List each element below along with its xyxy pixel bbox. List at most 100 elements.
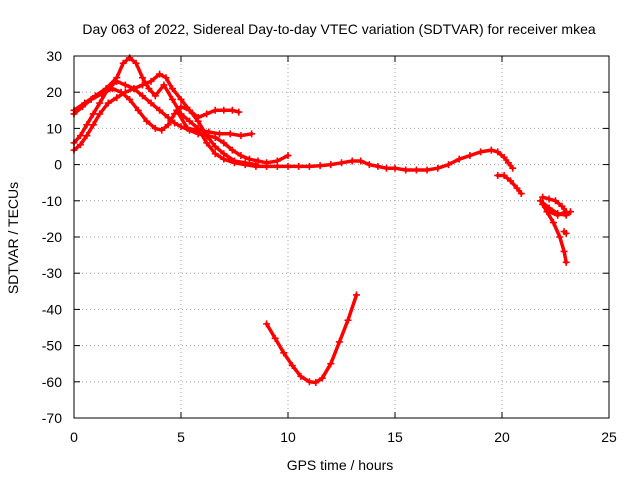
series-arc-9 [537, 197, 574, 219]
data-point [220, 106, 228, 114]
data-point [126, 95, 134, 103]
data-point [562, 211, 570, 219]
data-point [205, 128, 213, 136]
data-point [295, 162, 303, 170]
data-point [235, 108, 243, 116]
data-point [104, 85, 112, 93]
data-point [168, 95, 176, 103]
data-point [83, 121, 91, 129]
data-point [245, 155, 253, 163]
data-point [494, 171, 502, 179]
data-point [445, 161, 452, 169]
data-point [554, 209, 562, 217]
data-point [500, 171, 508, 179]
x-tick-label: 25 [601, 429, 617, 445]
data-point [423, 166, 431, 174]
y-tick-labels: -70 -60 -50 -40 -30 -20 -10 0 10 20 30 [42, 48, 62, 426]
series-arc-4 [70, 70, 243, 154]
data-point [147, 77, 155, 85]
data-point [318, 374, 326, 382]
data-point [158, 126, 166, 134]
data-point [305, 162, 313, 170]
series-arc-3 [70, 77, 292, 167]
series-arc-5 [173, 106, 256, 140]
data-point [357, 157, 365, 165]
data-point [138, 74, 146, 82]
data-point [327, 161, 335, 169]
data-point [151, 92, 159, 100]
x-axis-label: GPS time / hours [287, 457, 394, 473]
plot-frame [73, 55, 610, 419]
data-point [194, 114, 202, 122]
data-point [352, 291, 360, 299]
y-tick-label: -60 [42, 374, 62, 390]
series-arc-8 [539, 193, 570, 266]
data-point [216, 130, 224, 138]
y-axis-label: SDTVAR / TECUs [5, 182, 21, 294]
data-point [173, 106, 181, 114]
data-point [79, 103, 87, 111]
y-tick-label: -70 [42, 410, 62, 426]
data-point [263, 320, 271, 328]
data-point [203, 110, 211, 118]
data-point [335, 338, 343, 346]
grid [74, 56, 609, 418]
data-point [228, 146, 236, 154]
data-point [509, 164, 517, 172]
data-point [156, 106, 164, 114]
data-point [231, 157, 238, 165]
series-line [72, 72, 241, 152]
data-point [113, 94, 121, 102]
x-tick-label: 0 [70, 429, 78, 445]
data-point [211, 150, 219, 158]
data-point [566, 208, 574, 216]
data-point [297, 372, 305, 380]
series-arc-10 [560, 228, 570, 237]
data-point [284, 152, 292, 160]
data-point [549, 219, 557, 227]
data-point [545, 195, 553, 203]
data-point [391, 164, 399, 172]
data-point [237, 132, 245, 140]
x-tick-label: 5 [177, 429, 185, 445]
data-point [365, 161, 373, 169]
data-point [312, 379, 320, 387]
data-point [121, 81, 129, 89]
x-tick-label: 10 [280, 429, 296, 445]
data-point [145, 85, 153, 93]
data-point [211, 143, 219, 150]
data-point [138, 92, 146, 100]
data-point [241, 159, 249, 167]
data-point [89, 121, 97, 129]
data-point [171, 119, 179, 127]
data-point [248, 130, 256, 138]
y-tick-label: -30 [42, 265, 62, 281]
y-tick-label: 30 [46, 48, 62, 64]
data-point [211, 106, 219, 114]
data-point [263, 159, 271, 167]
y-tick-label: 10 [46, 120, 62, 136]
y-tick-label: 20 [46, 84, 62, 100]
data-point [194, 126, 202, 134]
data-point [186, 117, 194, 125]
data-point [147, 99, 155, 107]
data-point [177, 95, 185, 103]
data-point [203, 139, 211, 147]
data-point [513, 184, 521, 192]
data-point [220, 150, 228, 158]
data-point [104, 99, 112, 107]
data-point [271, 334, 279, 342]
data-point [348, 157, 356, 165]
data-point [487, 146, 495, 154]
data-point [96, 99, 104, 107]
data-point [76, 141, 84, 149]
data-point [539, 193, 547, 201]
data-point [560, 247, 568, 255]
data-point [273, 157, 281, 165]
series-arc-7 [494, 171, 525, 198]
y-tick-label: -20 [42, 229, 62, 245]
data-point [164, 121, 172, 129]
x-tick-label: 20 [494, 429, 510, 445]
data-point [89, 110, 97, 118]
